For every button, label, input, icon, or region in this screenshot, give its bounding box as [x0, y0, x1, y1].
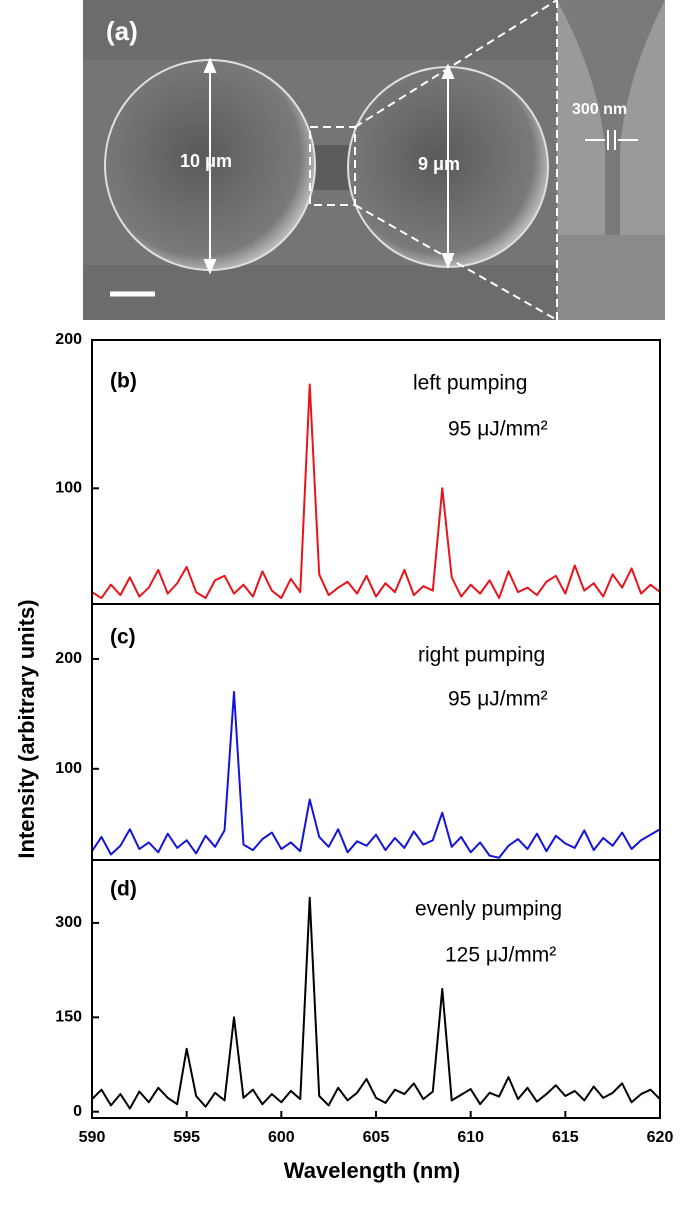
panel-label: (a) [106, 16, 138, 46]
inset-right-sphere [620, 0, 665, 235]
y-tick-label: 100 [55, 760, 82, 777]
x-tick-label: 600 [268, 1129, 295, 1146]
plot-area [92, 896, 660, 1110]
spectrum-line [92, 896, 660, 1110]
sem-image: (a) 10 μm 9 μm 300 nm [83, 0, 665, 321]
y-axis-label: Intensity (arbitrary units) [14, 599, 39, 858]
left-diameter: 10 μm [180, 151, 232, 171]
inset-left-sphere [557, 0, 605, 235]
annotation: 125 μJ/mm² [445, 944, 556, 967]
x-axis-label: Wavelength (nm) [284, 1158, 460, 1183]
annotation: 95 μJ/mm² [448, 418, 548, 441]
y-tick-label: 200 [55, 650, 82, 667]
panel-label: (d) [110, 878, 137, 901]
left-arrowheads [203, 57, 217, 275]
annotation: 95 μJ/mm² [448, 688, 548, 711]
x-tick-label: 615 [552, 1129, 579, 1146]
y-tick-label: 0 [73, 1103, 82, 1120]
y-tick-label: 300 [55, 914, 82, 931]
annotation: evenly pumping [415, 898, 562, 921]
frame [91, 603, 661, 861]
right-diameter: 9 μm [418, 154, 460, 174]
x-tick-label: 595 [173, 1129, 200, 1146]
plot-area [92, 690, 660, 859]
y-tick-label: 150 [55, 1009, 82, 1026]
gap-label: 300 nm [572, 101, 627, 118]
inset-band [557, 235, 665, 320]
y-tick-label: 100 [55, 480, 82, 497]
x-tick-label: 610 [457, 1129, 484, 1146]
panel-label: (c) [110, 626, 136, 649]
zoom-line [354, 0, 558, 128]
spectrum-line [92, 383, 660, 600]
plot-area [92, 383, 660, 600]
x-tick-label: 590 [79, 1129, 106, 1146]
y-tick-label: 200 [55, 331, 82, 348]
annotation: left pumping [413, 372, 527, 395]
spectrum-line [92, 690, 660, 859]
frame [91, 339, 661, 605]
x-tick-label: 620 [647, 1129, 674, 1146]
annotation: right pumping [418, 644, 545, 667]
x-tick-label: 605 [363, 1129, 390, 1146]
panel-label: (b) [110, 370, 137, 393]
zoom-box [309, 126, 356, 206]
frame [91, 859, 661, 1119]
